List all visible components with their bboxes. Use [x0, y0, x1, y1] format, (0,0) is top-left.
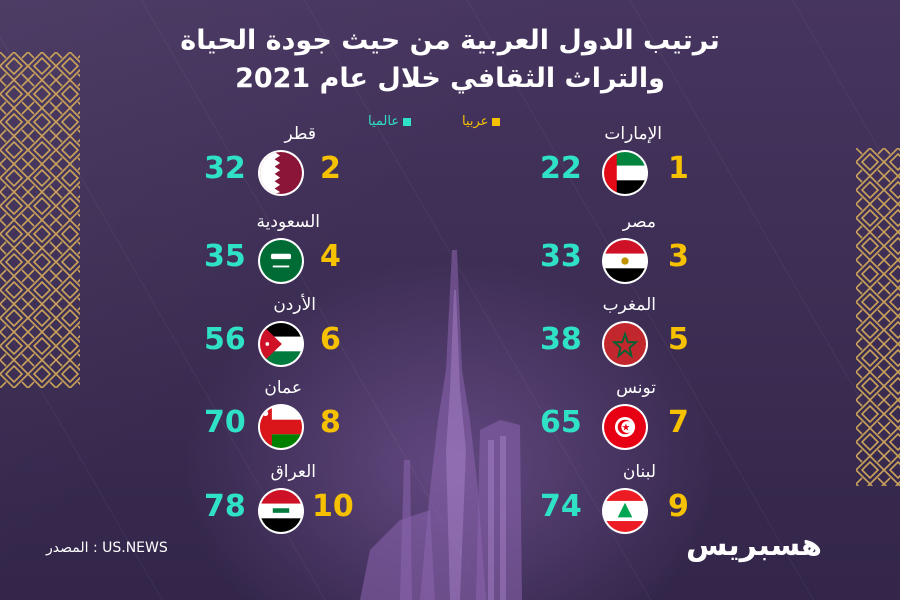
country-name: الأردن	[273, 295, 316, 315]
country-row-jordan: الأردن 56 6	[200, 295, 360, 367]
legend-arab: عربيا	[462, 114, 501, 129]
world-rank: 74	[540, 489, 582, 524]
country-row-morocco: المغرب 38 5	[540, 295, 700, 367]
arab-rank: 9	[668, 489, 689, 524]
legend: عربيا عالميا	[350, 114, 550, 134]
source-note: المصدر : US.NEWS	[46, 540, 168, 556]
arab-rank: 6	[320, 322, 341, 357]
arab-rank: 7	[668, 405, 689, 440]
country-name: عمان	[264, 378, 302, 398]
iraq-flag-icon	[258, 488, 304, 534]
country-name: مصر	[622, 212, 656, 232]
world-rank: 35	[204, 239, 246, 274]
country-row-egypt: مصر 33 3	[540, 212, 700, 284]
page-title: ترتيب الدول العربية من حيث جودة الحياة و…	[120, 22, 780, 98]
world-rank: 65	[540, 405, 582, 440]
world-rank: 70	[204, 405, 246, 440]
world-rank: 22	[540, 151, 582, 186]
hespress-logo: هسبريس	[686, 528, 823, 563]
country-name: المغرب	[602, 295, 656, 315]
title-line-2: والتراث الثقافي خلال عام 2021	[235, 63, 665, 94]
arab-rank: 5	[668, 322, 689, 357]
legend-arab-label: عربيا	[462, 114, 489, 129]
world-rank: 33	[540, 239, 582, 274]
world-rank: 32	[204, 151, 246, 186]
saudi-flag-icon	[258, 238, 304, 284]
country-name: الإمارات	[604, 124, 662, 144]
morocco-flag-icon	[602, 321, 648, 367]
legend-world: عالميا	[368, 114, 412, 129]
arab-rank: 2	[320, 151, 341, 186]
country-row-saudi: السعودية 35 4	[200, 212, 360, 284]
jordan-flag-icon	[258, 321, 304, 367]
arab-rank: 8	[320, 405, 341, 440]
arab-rank: 1	[668, 151, 689, 186]
country-name: العراق	[270, 462, 316, 482]
right-ornament-pattern	[856, 148, 900, 486]
country-row-lebanon: لبنان 74 9	[540, 462, 700, 534]
lebanon-flag-icon	[602, 488, 648, 534]
title-line-1: ترتيب الدول العربية من حيث جودة الحياة	[180, 25, 720, 56]
world-rank: 56	[204, 322, 246, 357]
country-row-qatar: قطر 32 2	[200, 124, 360, 196]
country-name: لبنان	[622, 462, 656, 482]
skyline-illustration	[360, 250, 522, 600]
left-ornament-pattern	[0, 52, 80, 388]
egypt-flag-icon	[602, 238, 648, 284]
country-name: السعودية	[256, 212, 320, 232]
tunisia-flag-icon	[602, 404, 648, 450]
country-row-uae: الإمارات 22 1	[540, 124, 700, 196]
oman-flag-icon	[258, 404, 304, 450]
legend-arab-swatch	[492, 117, 501, 126]
arab-rank: 10	[312, 489, 354, 524]
uae-flag-icon	[602, 150, 648, 196]
arab-rank: 4	[320, 239, 341, 274]
legend-world-label: عالميا	[368, 114, 400, 129]
qatar-flag-icon	[258, 150, 304, 196]
world-rank: 78	[204, 489, 246, 524]
legend-world-swatch	[403, 117, 412, 126]
country-row-tunisia: تونس 65 7	[540, 378, 700, 450]
arab-rank: 3	[668, 239, 689, 274]
world-rank: 38	[540, 322, 582, 357]
country-name: تونس	[616, 378, 656, 398]
country-name: قطر	[284, 124, 316, 144]
country-row-iraq: العراق 78 10	[200, 462, 360, 534]
country-row-oman: عمان 70 8	[200, 378, 360, 450]
